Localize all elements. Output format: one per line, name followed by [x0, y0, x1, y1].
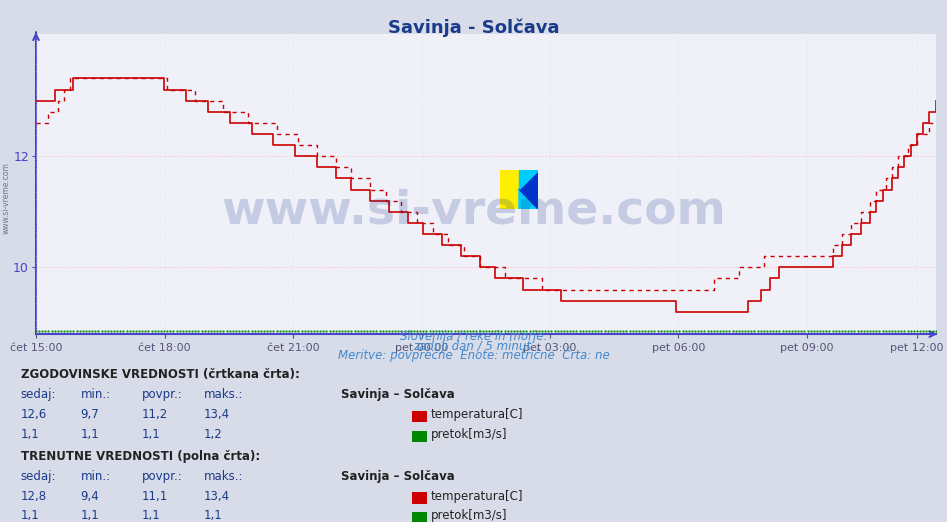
Text: 11,1: 11,1: [142, 490, 169, 503]
Text: pretok[m3/s]: pretok[m3/s]: [431, 428, 508, 441]
Text: temperatura[C]: temperatura[C]: [431, 490, 524, 503]
Text: min.:: min.:: [80, 388, 111, 401]
Text: zadnji dan / 5 minut.: zadnji dan / 5 minut.: [413, 340, 534, 353]
Text: 1,1: 1,1: [21, 509, 40, 522]
Text: Savinja – Solčava: Savinja – Solčava: [341, 470, 455, 483]
Text: pretok[m3/s]: pretok[m3/s]: [431, 509, 508, 522]
Text: www.si-vreme.com: www.si-vreme.com: [2, 162, 11, 234]
Text: 9,4: 9,4: [80, 490, 99, 503]
Text: sedaj:: sedaj:: [21, 388, 56, 401]
Polygon shape: [500, 170, 519, 209]
Text: maks.:: maks.:: [204, 470, 243, 483]
Text: Savinja - Solčava: Savinja - Solčava: [387, 18, 560, 37]
Text: 1,1: 1,1: [142, 428, 161, 441]
Text: 9,7: 9,7: [80, 408, 99, 421]
Text: TRENUTNE VREDNOSTI (polna črta):: TRENUTNE VREDNOSTI (polna črta):: [21, 450, 260, 463]
Polygon shape: [519, 170, 538, 189]
Text: 11,2: 11,2: [142, 408, 169, 421]
Text: 1,1: 1,1: [204, 509, 223, 522]
Polygon shape: [519, 189, 538, 209]
Text: min.:: min.:: [80, 470, 111, 483]
Text: povpr.:: povpr.:: [142, 388, 183, 401]
Text: 1,1: 1,1: [80, 428, 99, 441]
Text: 1,1: 1,1: [142, 509, 161, 522]
Text: ZGODOVINSKE VREDNOSTI (črtkana črta):: ZGODOVINSKE VREDNOSTI (črtkana črta):: [21, 369, 299, 382]
Text: Savinja – Solčava: Savinja – Solčava: [341, 388, 455, 401]
Text: Slovenija / reke in morje.: Slovenija / reke in morje.: [400, 330, 547, 343]
Text: 13,4: 13,4: [204, 490, 230, 503]
Text: temperatura[C]: temperatura[C]: [431, 408, 524, 421]
Text: povpr.:: povpr.:: [142, 470, 183, 483]
Text: sedaj:: sedaj:: [21, 470, 56, 483]
Text: 1,2: 1,2: [204, 428, 223, 441]
Text: maks.:: maks.:: [204, 388, 243, 401]
Text: www.si-vreme.com: www.si-vreme.com: [222, 189, 725, 234]
Text: 1,1: 1,1: [21, 428, 40, 441]
Text: 12,6: 12,6: [21, 408, 47, 421]
Text: 12,8: 12,8: [21, 490, 47, 503]
Polygon shape: [519, 170, 538, 209]
Text: 13,4: 13,4: [204, 408, 230, 421]
Text: 1,1: 1,1: [80, 509, 99, 522]
Text: Meritve: povprečne  Enote: metrične  Črta: ne: Meritve: povprečne Enote: metrične Črta:…: [338, 347, 609, 362]
